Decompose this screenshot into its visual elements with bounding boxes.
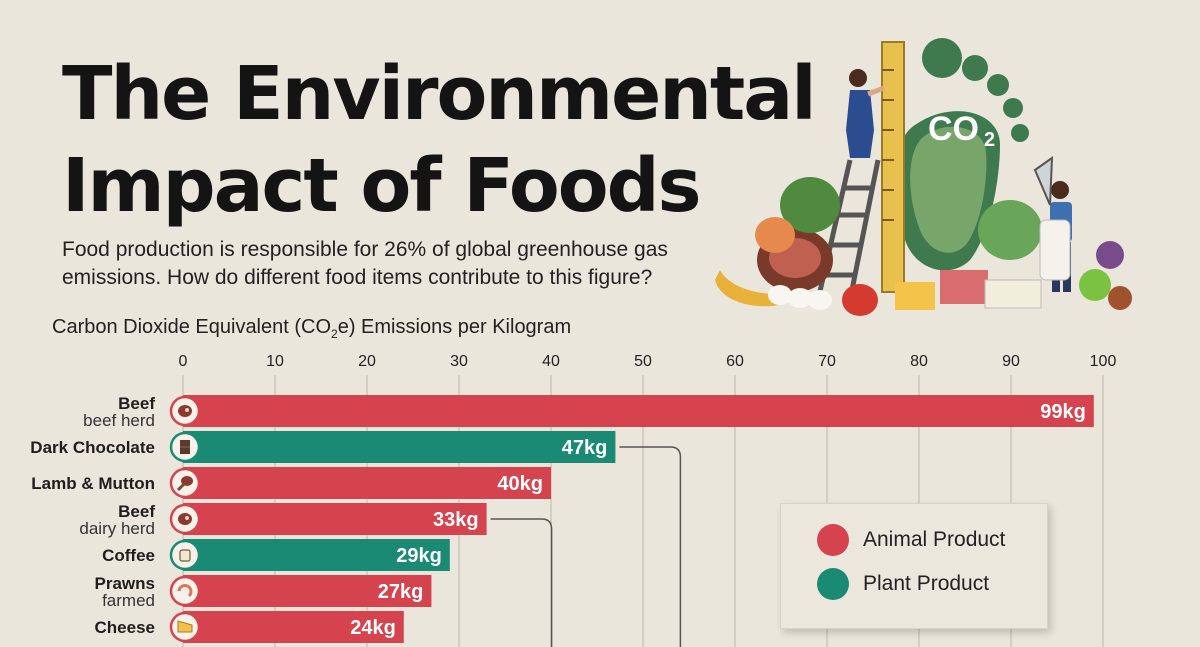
bar <box>183 611 404 643</box>
drumstick-icon <box>169 467 201 499</box>
bar <box>183 395 1094 427</box>
co2-badge-subscript: 2 <box>984 129 995 151</box>
bar-value-label: 27kg <box>378 581 424 603</box>
steak-icon <box>169 395 201 427</box>
footprint-icon <box>894 38 1029 271</box>
category-label: Coffee <box>102 546 155 565</box>
ruler-icon <box>881 41 905 293</box>
legend-label-animal: Animal Product <box>863 528 1006 551</box>
bar-value-label: 29kg <box>396 545 442 567</box>
x-tick-label: 90 <box>1002 353 1020 370</box>
prawn-icon <box>169 575 201 607</box>
bar-value-label: 33kg <box>433 509 479 531</box>
x-tick-label: 70 <box>818 353 836 370</box>
co2-badge-text: CO <box>928 110 979 148</box>
x-tick-label: 10 <box>266 353 284 370</box>
legend-swatch-plant <box>817 568 849 600</box>
x-tick-label: 40 <box>542 353 560 370</box>
bar <box>183 431 616 463</box>
cheese-icon <box>169 611 201 643</box>
bar-row-1: 47kg Dark Chocolate <box>30 431 616 463</box>
page-title: The Environmental Impact of Foods <box>62 48 822 232</box>
bar-value-label: 24kg <box>350 617 396 639</box>
bar-row-6: 24kg Cheese <box>95 611 404 643</box>
bar-value-label: 40kg <box>497 473 543 495</box>
person-measuring-icon <box>846 69 885 158</box>
bar <box>183 539 450 571</box>
connector-line <box>490 518 553 647</box>
category-detail-label: dairy herd <box>79 519 155 538</box>
subtitle: Food production is responsible for 26% o… <box>62 238 668 289</box>
title-line-1: The Environmental <box>62 51 817 137</box>
bar <box>183 575 432 607</box>
food-footprint-illustration: CO 2 <box>715 38 1132 316</box>
x-axis-title: Carbon Dioxide Equivalent (CO2e) Emissio… <box>52 316 572 341</box>
category-label: Lamb & Mutton <box>31 474 155 493</box>
title-line-2: Impact of Foods <box>62 143 702 229</box>
bar-value-label: 47kg <box>562 437 608 459</box>
category-label: Beef <box>118 394 155 413</box>
coffee-cup-icon <box>169 539 201 571</box>
legend-item-plant: Plant Product <box>817 568 989 600</box>
x-tick-label: 20 <box>358 353 376 370</box>
x-tick-label: 60 <box>726 353 744 370</box>
bar-row-4: 29kg Coffee <box>102 539 450 571</box>
category-detail-label: beef herd <box>83 411 155 430</box>
food-pile-icon <box>715 177 1132 316</box>
category-label: Dark Chocolate <box>30 438 155 457</box>
legend-swatch-animal <box>817 524 849 556</box>
x-tick-label: 30 <box>450 353 468 370</box>
legend-label-plant: Plant Product <box>863 572 990 595</box>
x-tick-label: 0 <box>179 353 188 370</box>
ladder-icon <box>815 159 881 301</box>
x-tick-label: 80 <box>910 353 928 370</box>
category-label: Beef <box>118 502 155 521</box>
bar-value-label: 99kg <box>1040 401 1086 423</box>
bar <box>183 503 487 535</box>
chart-legend: Animal Product Plant Product <box>780 503 1048 629</box>
category-label: Prawns <box>95 574 155 593</box>
legend-item-animal: Animal Product <box>817 524 1005 556</box>
connector-line <box>619 446 682 647</box>
category-detail-label: farmed <box>102 591 155 610</box>
steak-icon <box>169 503 201 535</box>
category-label: Cheese <box>95 618 155 637</box>
x-tick-label: 100 <box>1090 353 1117 370</box>
bar <box>183 467 551 499</box>
chocolate-icon <box>169 431 201 463</box>
x-tick-label: 50 <box>634 353 652 370</box>
bar-row-2: 40kg Lamb & Mutton <box>31 467 551 499</box>
